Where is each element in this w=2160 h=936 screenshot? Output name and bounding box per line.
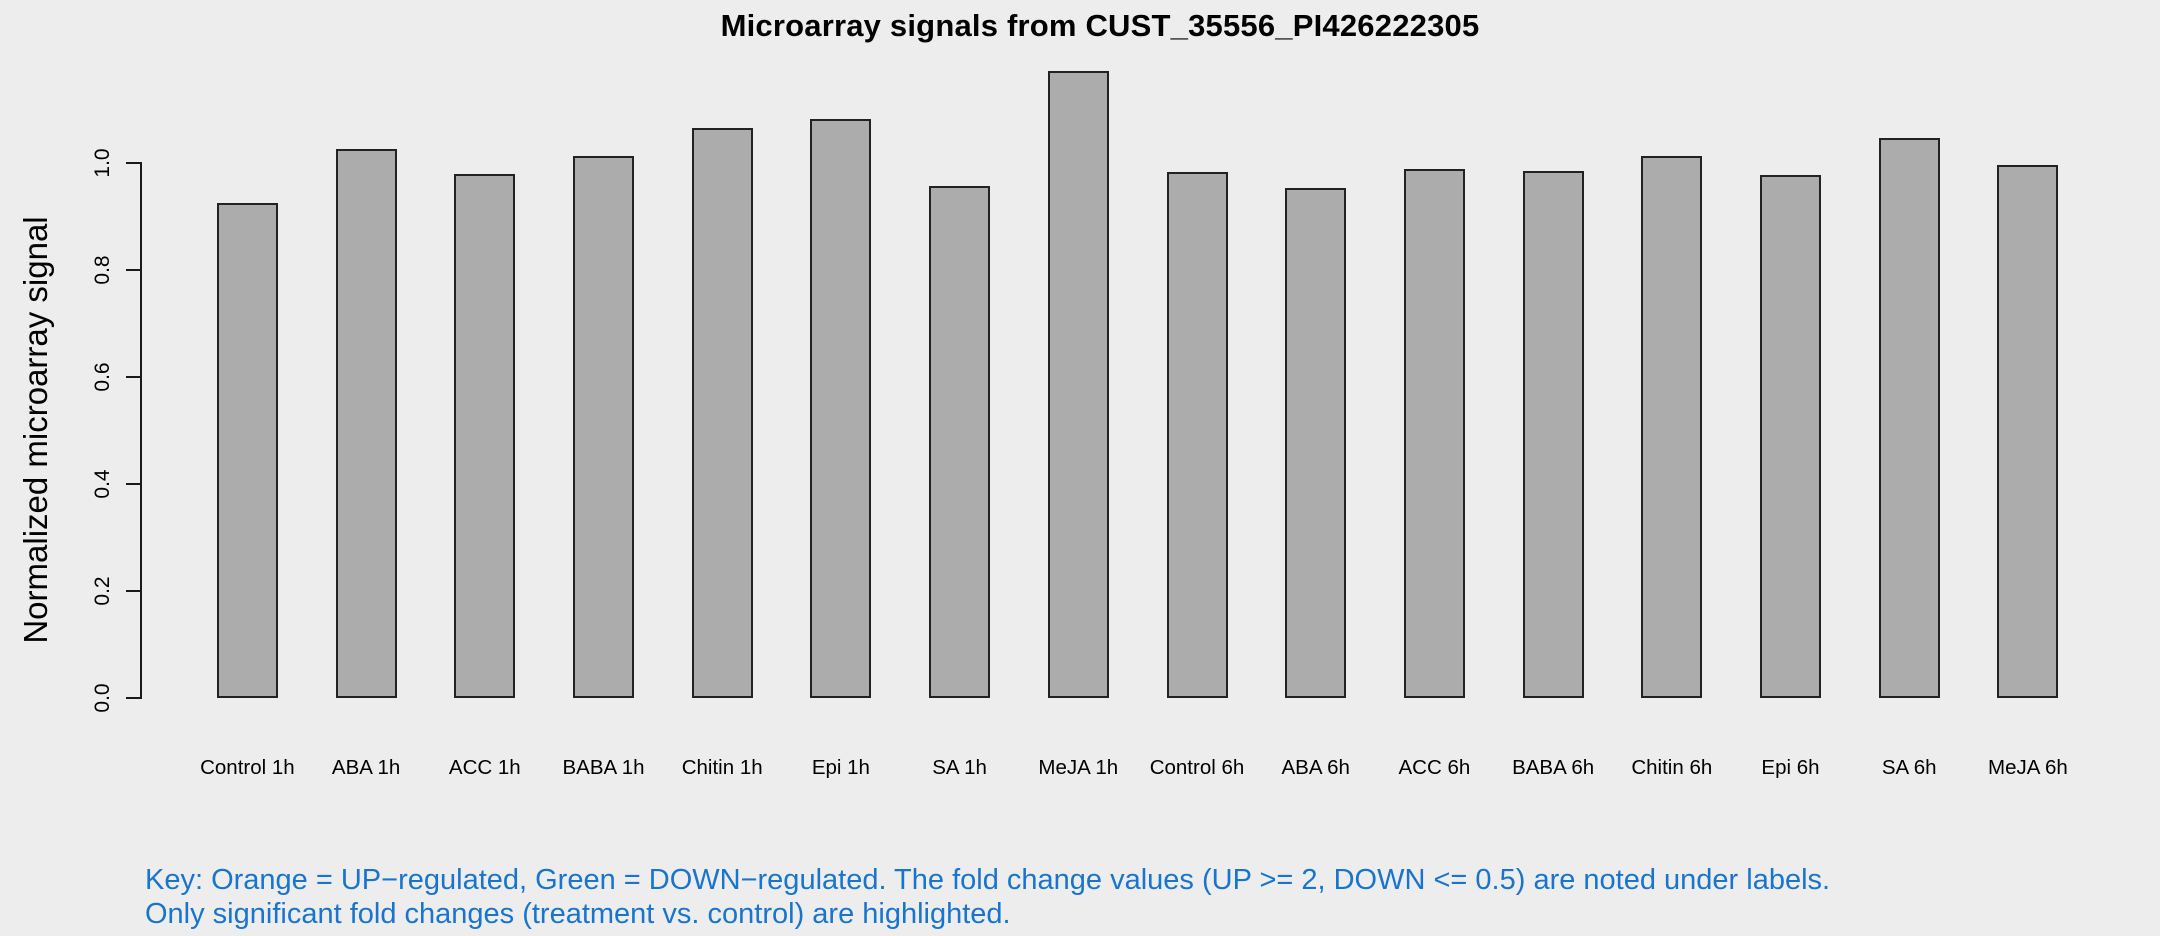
bar-control-1h	[216, 203, 278, 698]
bar-meja-1h	[1047, 71, 1109, 698]
x-axis-label: ABA 1h	[331, 756, 401, 779]
x-axis-label: Epi 1h	[811, 756, 870, 779]
y-tick-label: 0.0	[91, 683, 114, 713]
y-tick-label: 0.4	[91, 469, 114, 499]
x-axis-label: BABA 1h	[562, 756, 645, 779]
x-axis-label: ACC 6h	[1398, 756, 1471, 779]
y-tick-label: 0.2	[91, 576, 114, 606]
y-tick-mark	[126, 482, 141, 485]
bar-chitin-6h	[1641, 155, 1703, 698]
bar-meja-6h	[1997, 165, 2059, 698]
bar-baba-6h	[1522, 170, 1584, 698]
x-axis-label: BABA 6h	[1512, 756, 1595, 779]
y-tick-mark	[126, 161, 141, 164]
bar-chitin-1h	[691, 128, 753, 698]
bar-acc-1h	[454, 174, 516, 698]
y-tick-mark	[126, 589, 141, 592]
y-tick-mark	[126, 697, 141, 699]
y-axis-label: Normalized microarray signal	[17, 216, 54, 644]
y-tick-label: 0.6	[91, 362, 114, 392]
x-axis-label: SA 6h	[1881, 756, 1937, 779]
y-tick-mark	[126, 268, 141, 271]
y-tick-label: 0.8	[91, 254, 114, 285]
x-axis-label: Control 1h	[200, 756, 295, 779]
x-axis-label: SA 1h	[932, 756, 987, 779]
chart-title: Microarray signals from CUST_35556_PI426…	[720, 8, 1480, 43]
key-note-line1: Key: Orange = UP−regulated, Green = DOWN…	[145, 864, 1831, 896]
bar-epi-6h	[1760, 174, 1821, 698]
x-axis-label: Epi 6h	[1761, 756, 1820, 779]
x-axis-label: Chitin 6h	[1631, 756, 1713, 779]
bar-epi-1h	[810, 119, 872, 698]
x-axis-label: Chitin 1h	[681, 756, 763, 779]
bar-control-6h	[1166, 171, 1228, 698]
y-tick-mark	[126, 375, 141, 378]
x-axis-label: MeJA 1h	[1038, 756, 1119, 779]
bar-aba-6h	[1285, 187, 1347, 698]
bar-acc-6h	[1403, 168, 1465, 698]
bar-aba-1h	[335, 149, 397, 698]
y-axis-line	[140, 161, 142, 699]
key-note-line2: Only significant fold changes (treatment…	[145, 898, 1011, 930]
y-tick-label: 1.0	[91, 147, 114, 178]
x-axis-label: Control 6h	[1149, 756, 1245, 779]
bar-baba-1h	[573, 155, 634, 698]
x-axis-label: MeJA 6h	[1988, 756, 2068, 779]
x-axis-label: ABA 6h	[1281, 756, 1350, 779]
bar-sa-1h	[929, 186, 991, 698]
bar-sa-6h	[1878, 138, 1940, 698]
x-axis-label: ACC 1h	[448, 756, 521, 779]
